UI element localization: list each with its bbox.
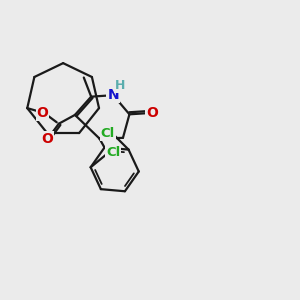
Text: Cl: Cl bbox=[106, 146, 121, 159]
Text: H: H bbox=[115, 79, 125, 92]
Text: O: O bbox=[146, 106, 158, 120]
Text: N: N bbox=[107, 88, 119, 102]
Text: O: O bbox=[42, 132, 53, 146]
Text: O: O bbox=[37, 106, 49, 120]
Text: Cl: Cl bbox=[101, 128, 115, 140]
